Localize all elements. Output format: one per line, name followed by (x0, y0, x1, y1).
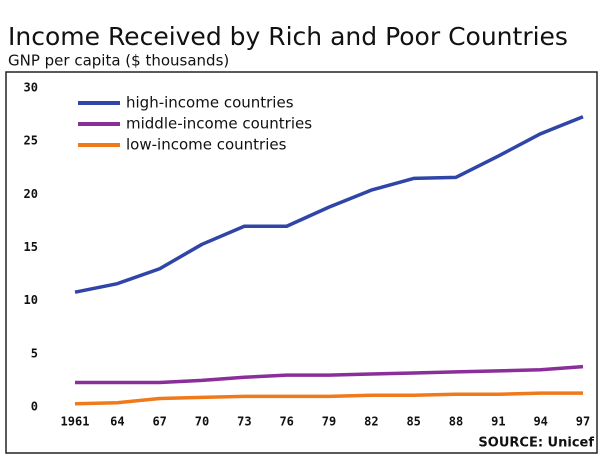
x-tick-label: 64 (110, 415, 124, 429)
x-tick-label: 1961 (61, 415, 90, 429)
x-tick-label: 73 (237, 415, 251, 429)
x-tick-label: 97 (576, 415, 590, 429)
source-note: SOURCE: Unicef (478, 436, 594, 451)
x-tick-label: 88 (449, 415, 463, 429)
x-tick-label: 85 (406, 415, 420, 429)
legend-label: low-income countries (126, 136, 287, 154)
y-tick-label: 20 (24, 187, 38, 201)
legend-label: middle-income countries (126, 115, 312, 133)
chart-title: Income Received by Rich and Poor Countri… (8, 22, 568, 51)
x-tick-label: 79 (322, 415, 336, 429)
y-tick-label: 30 (24, 81, 38, 95)
y-tick-label: 5 (31, 346, 38, 360)
series-line (74, 115, 584, 294)
x-tick-label: 70 (195, 415, 209, 429)
x-tick-label: 67 (152, 415, 166, 429)
x-tick-label: 82 (364, 415, 378, 429)
series-line (75, 364, 584, 385)
y-tick-label: 0 (31, 400, 38, 414)
y-tick-label: 25 (24, 134, 38, 148)
y-tick-label: 15 (24, 240, 38, 254)
x-tick-label: 94 (533, 415, 547, 429)
plot-frame (5, 71, 598, 454)
x-tick-label: 91 (491, 415, 505, 429)
x-tick-label: 76 (279, 415, 293, 429)
y-tick-label: 10 (24, 293, 38, 307)
chart-subtitle: GNP per capita ($ thousands) (8, 52, 229, 70)
legend-label: high-income countries (126, 94, 294, 112)
series-line (74, 391, 583, 406)
